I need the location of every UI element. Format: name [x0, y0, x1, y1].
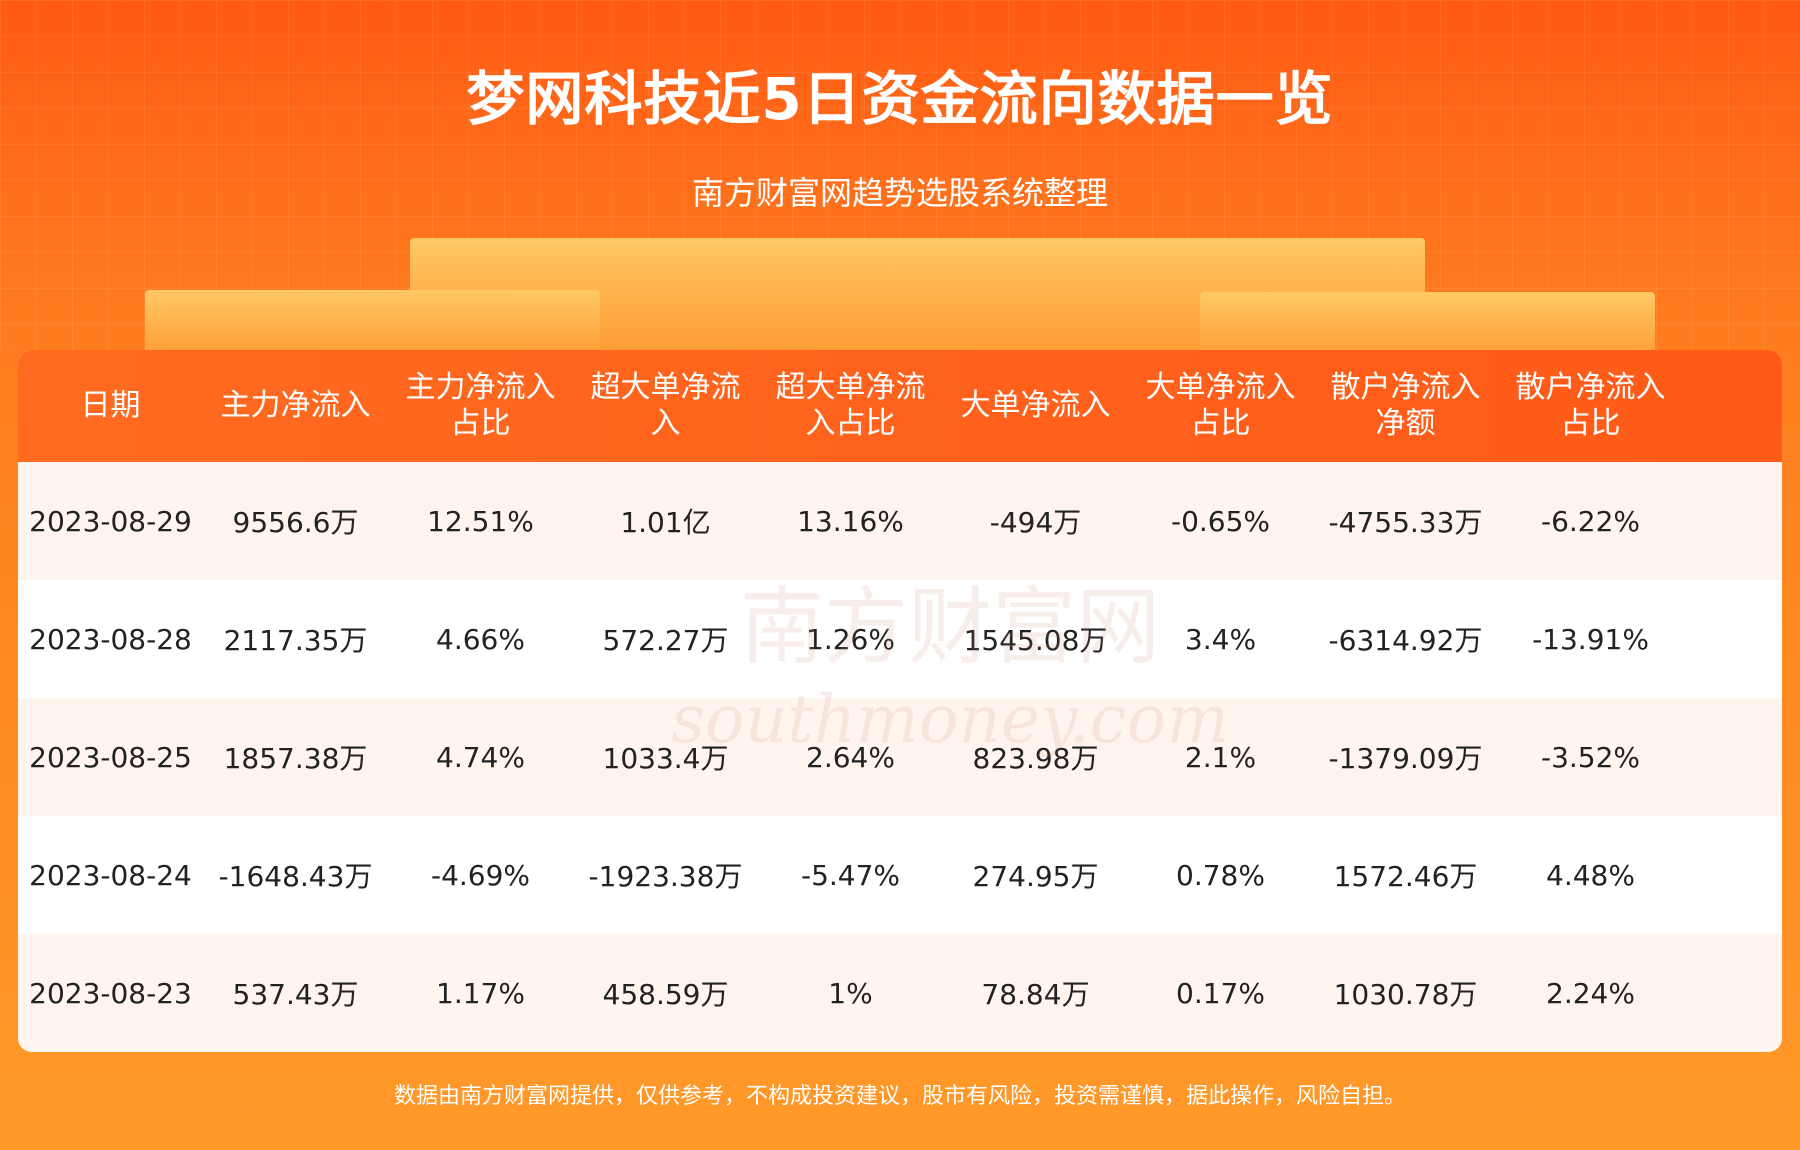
- header-cell: 超大单净流入: [590, 370, 741, 441]
- table-cell: 2117.35万: [223, 624, 368, 657]
- table-cell: 78.84万: [981, 978, 1090, 1011]
- table-cell: -5.47%: [800, 858, 901, 892]
- table-cell: 274.95万: [972, 860, 1099, 893]
- table-cell: 1%: [828, 976, 873, 1010]
- title: 梦网科技近5日资金流向数据一览: [466, 65, 1334, 133]
- table-cell: 2023-08-24: [29, 858, 192, 892]
- table-cell: 12.51%: [427, 504, 534, 538]
- table-header: 日期 主力净流入 主力净流入占比 超大单净流入 超大单净流入占比 大单净流入 大单净流入占比…: [18, 350, 1782, 462]
- footer: 数据由南方财富网提供，仅供参考，不构成投资建议，股市有风险，投资需谨慎，据此操作…: [393, 1084, 1406, 1109]
- table-cell: 1033.4万: [602, 742, 729, 775]
- table-cell: 1.26%: [806, 622, 895, 656]
- header-cell: 大单净流入: [960, 388, 1111, 423]
- table: 日期 主力净流入 主力净流入占比 超大单净流入 超大单净流入占比 大单净流入 大单净流入占比…: [18, 350, 1782, 1052]
- table-cell: -0.65%: [1170, 504, 1271, 538]
- header-cell: 主力净流入占比: [405, 370, 556, 441]
- table-cell: 1.17%: [436, 976, 525, 1010]
- table-cell: 2.1%: [1184, 740, 1257, 774]
- table-row: 2023-08-23 537.43万 1.17% 458.59万 1% 78.84万 0.1…: [18, 934, 1782, 1052]
- table-cell: -13.91%: [1532, 622, 1649, 656]
- table-row: 2023-08-25 1857.38万 4.74% 1033.4万 2.64% 823.9…: [18, 698, 1782, 816]
- table-cell: 458.59万: [602, 978, 729, 1011]
- table-cell: 1030.78万: [1333, 978, 1478, 1011]
- header-cell: 超大单净流入占比: [775, 370, 926, 441]
- table-cell: 1545.08万: [963, 624, 1108, 657]
- header-cell: 散户净流入净额: [1330, 370, 1481, 441]
- header-cell: 主力净流入: [220, 388, 371, 423]
- table-cell: 1.01亿: [620, 506, 711, 539]
- table-cell: 0.17%: [1176, 976, 1265, 1010]
- header-cell: 大单净流入占比: [1145, 370, 1296, 441]
- table-cell: -3.52%: [1540, 740, 1641, 774]
- table-cell: -6.22%: [1540, 504, 1641, 538]
- table-cell: 13.16%: [797, 504, 904, 538]
- table-cell: 4.66%: [436, 622, 525, 656]
- subtitle: 南方财富网趋势选股系统整理: [691, 174, 1108, 212]
- table-row: 2023-08-28 2117.35万 4.66% 572.27万 1.26% 1545.…: [18, 580, 1782, 698]
- table-cell: 4.74%: [436, 740, 525, 774]
- table-row: 2023-08-29 9556.6万 12.51% 1.01亿 13.16% -494万 -…: [18, 462, 1782, 580]
- header-cell: 日期: [80, 388, 141, 423]
- table-row: 2023-08-24 -1648.43万 -4.69% -1923.38万 -5.47%…: [18, 816, 1782, 934]
- table-cell: -4755.33万: [1328, 506, 1483, 539]
- table-cell: 572.27万: [602, 624, 729, 657]
- header-cell: 散户净流入占比: [1515, 370, 1666, 441]
- table-cell: 1857.38万: [223, 742, 368, 775]
- table-cell: 537.43万: [232, 978, 359, 1011]
- table-cell: 0.78%: [1176, 858, 1265, 892]
- table-cell: 823.98万: [972, 742, 1099, 775]
- table-cell: 2023-08-23: [29, 976, 192, 1010]
- table-cell: -4.69%: [430, 858, 531, 892]
- table-cell: 1572.46万: [1333, 860, 1478, 893]
- table-cell: 3.4%: [1184, 622, 1257, 656]
- table-cell: 2.64%: [806, 740, 895, 774]
- table-cell: -6314.92万: [1328, 624, 1483, 657]
- table-cell: -1648.43万: [218, 860, 373, 893]
- table-cell: 9556.6万: [232, 506, 359, 539]
- table-cell: 2023-08-29: [29, 504, 192, 538]
- table-cell: 2.24%: [1546, 976, 1635, 1010]
- table-cell: 2023-08-25: [29, 740, 192, 774]
- table-cell: -1379.09万: [1328, 742, 1483, 775]
- table-cell: 2023-08-28: [29, 622, 192, 656]
- decor-block: [145, 290, 600, 360]
- table-cell: -494万: [989, 506, 1082, 539]
- table-cell: 4.48%: [1546, 858, 1635, 892]
- table-cell: -1923.38万: [588, 860, 743, 893]
